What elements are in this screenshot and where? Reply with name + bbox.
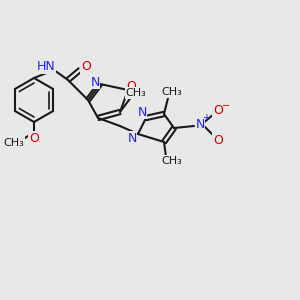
Text: N: N: [195, 118, 205, 130]
Text: O: O: [81, 61, 91, 74]
Text: HN: HN: [37, 61, 56, 74]
Text: N: N: [127, 131, 137, 145]
Text: −: −: [222, 101, 230, 111]
Text: +: +: [202, 113, 210, 123]
Text: O: O: [29, 131, 39, 145]
Text: CH₃: CH₃: [4, 138, 24, 148]
Text: O: O: [213, 104, 223, 118]
Text: N: N: [137, 106, 147, 118]
Text: CH₃: CH₃: [162, 156, 182, 166]
Text: O: O: [126, 80, 136, 94]
Text: CH₃: CH₃: [126, 88, 146, 98]
Text: O: O: [213, 134, 223, 146]
Text: N: N: [90, 76, 100, 88]
Text: CH₃: CH₃: [162, 87, 182, 97]
